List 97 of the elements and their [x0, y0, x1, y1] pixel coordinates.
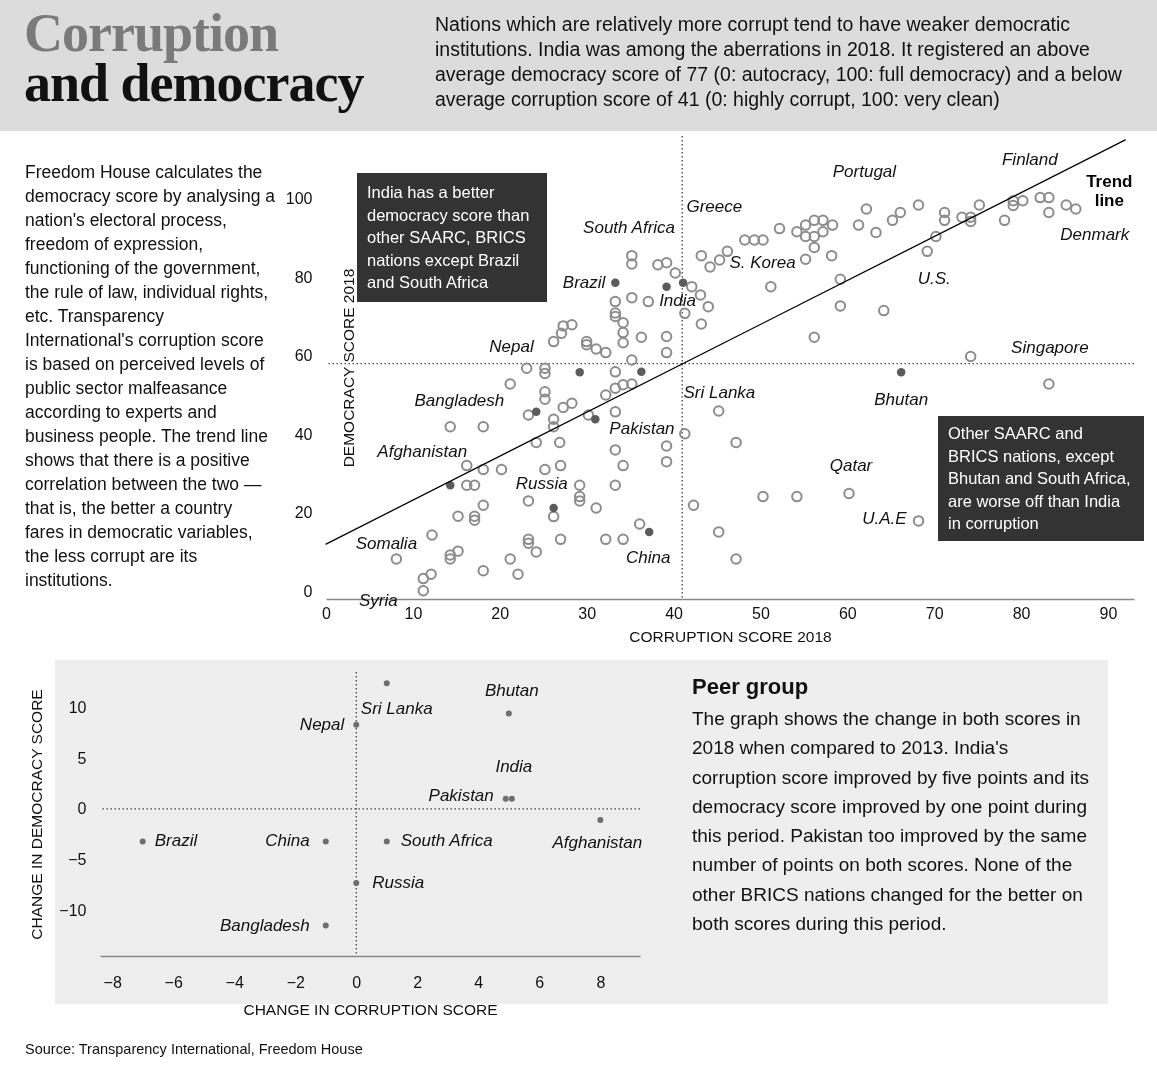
annotation: Pakistan: [609, 419, 675, 439]
point: [896, 367, 906, 377]
point: [597, 817, 604, 824]
annotation: Singapore: [1011, 337, 1089, 357]
x-tick-label: −6: [164, 973, 183, 991]
y-tick-label: 100: [285, 190, 313, 208]
y-tick-label: 80: [294, 268, 313, 286]
point: [508, 795, 515, 802]
annotation: India: [495, 756, 533, 776]
point: [575, 367, 584, 377]
annotation: Finland: [1001, 149, 1059, 169]
chart-title: Corruption and democracy: [24, 3, 365, 113]
annotation: South Africa: [583, 217, 676, 237]
point: [611, 278, 620, 287]
annotation: Brazil: [154, 831, 199, 851]
annotation: Russia: [515, 473, 568, 493]
x-tick-label: −8: [103, 973, 122, 991]
y-tick-label: 20: [294, 504, 313, 522]
point: [637, 367, 646, 377]
annotation: Sri Lanka: [360, 699, 433, 719]
y-tick-label: −10: [59, 901, 87, 919]
annotation: Nepal: [489, 337, 535, 357]
annotation: Pakistan: [428, 785, 494, 805]
annotation: Greece: [686, 196, 743, 216]
x-tick-label: 60: [838, 604, 857, 622]
point: [383, 680, 390, 687]
annotation: Portugal: [832, 161, 898, 181]
annotation: Bangladesh: [219, 915, 310, 935]
x-tick-label: 0: [352, 973, 362, 991]
point: [644, 527, 654, 537]
y-tick-label: 0: [77, 800, 87, 818]
point: [353, 879, 360, 886]
annotation: Bhutan: [874, 390, 929, 410]
x-tick-label: 80: [1012, 604, 1031, 622]
point: [139, 838, 146, 845]
annotation: South Africa: [400, 831, 493, 851]
source-note: Source: Transparency International, Freedom House: [25, 1041, 363, 1057]
point: [662, 282, 671, 291]
point: [549, 503, 558, 513]
text: The graph shows the change in both scores in 2018 when compared to 2013. India's corruption score improved by five points and its democracy score improved by one point during this period. Pakistan too improved by the same number of points on both scores. None of the other BRICS nations changed for the better on both scores during this period.: [692, 707, 1091, 937]
x-tick-label: 8: [596, 973, 606, 991]
point: [502, 795, 509, 802]
annotation: China: [265, 831, 310, 851]
x-tick-label: 40: [665, 604, 684, 622]
chart-subtitle: Nations which are relatively more corrupt tend to have weaker democratic institutions. India was among the aberrations in 2018. It registered an above average democracy score of 77 (0: autocracy, 100: full democracy) and a below average corruption score of 41 (0: highly corrupt, 100: very clean): [435, 12, 1123, 112]
x-tick-label: −2: [286, 973, 305, 991]
y-tick-label: 60: [294, 347, 313, 365]
y-tick-label: 10: [68, 699, 87, 716]
x-axis-title: CHANGE IN CORRUPTION SCORE: [243, 1000, 498, 1018]
point: [322, 838, 329, 845]
annotation: U.S.: [917, 269, 951, 289]
annotation: India: [659, 290, 697, 310]
annotation: Nepal: [299, 714, 346, 734]
annotation: Somalia: [355, 533, 418, 553]
annotation: Other SAARC and BRICS nations, except Bhutan and South Africa, are worse off than India in corruption: [938, 416, 1144, 541]
y-tick-label: 0: [303, 582, 313, 600]
x-tick-label: −4: [225, 973, 244, 991]
point: [383, 838, 390, 845]
annotation: Denmark: [1060, 224, 1131, 244]
annotation: Brazil: [562, 272, 607, 292]
point: [591, 415, 600, 424]
annotation: S. Korea: [729, 253, 796, 273]
x-tick-label: 20: [491, 604, 510, 622]
x-tick-label: 4: [474, 973, 484, 991]
point: [678, 278, 688, 287]
x-tick-label: 70: [925, 604, 944, 622]
annotation: Bangladesh: [414, 390, 505, 410]
x-tick-label: 10: [404, 604, 423, 622]
annotation: Afghanistan: [376, 442, 468, 462]
y-axis-title: DEMOCRACY SCORE 2018: [339, 268, 357, 468]
annotation: Qatar: [829, 456, 874, 476]
point: [505, 710, 512, 717]
y-tick-label: −5: [68, 851, 87, 869]
annotation: India has a better democracy score than other SAARC, BRICS nations except Brazil and South Africa: [357, 173, 547, 302]
x-tick-label: 6: [535, 973, 545, 991]
annotation: China: [625, 547, 671, 567]
x-tick-label: 0: [322, 604, 332, 622]
annotation: Sri Lanka: [683, 382, 756, 402]
annotation: Syria: [358, 590, 398, 610]
point: [322, 922, 329, 929]
y-axis-title: CHANGE IN DEMOCRACY SCORE: [28, 689, 46, 940]
x-axis-title: CORRUPTION SCORE 2018: [629, 627, 832, 645]
y-tick-label: 5: [77, 749, 87, 767]
annotation: Bhutan: [484, 680, 539, 700]
point: [532, 407, 541, 417]
x-tick-label: 2: [413, 973, 423, 991]
series-label: Trend line: [1086, 171, 1133, 210]
text: Peer group: [692, 674, 810, 700]
annotation: U.A.E: [862, 508, 908, 528]
annotation: Russia: [372, 872, 425, 892]
x-tick-label: 50: [752, 604, 770, 622]
x-tick-label: 30: [578, 604, 597, 622]
annotation: Afghanistan: [551, 833, 643, 853]
x-tick-label: 90: [1099, 604, 1118, 622]
text: Freedom House calculates the democracy score by analysing a nation's electoral process, freedom of expression, functioning of the government, the rule of law, individual rights, etc. Transparency International's corruption score is based on perceived levels of public sector malfeasance according to experts and business people. The trend line shows that there is a positive correlation between the two — that is, the better a country fares in democratic variables, the less corrupt are its institutions.: [25, 162, 275, 590]
y-tick-label: 40: [294, 425, 313, 443]
point: [353, 721, 360, 728]
